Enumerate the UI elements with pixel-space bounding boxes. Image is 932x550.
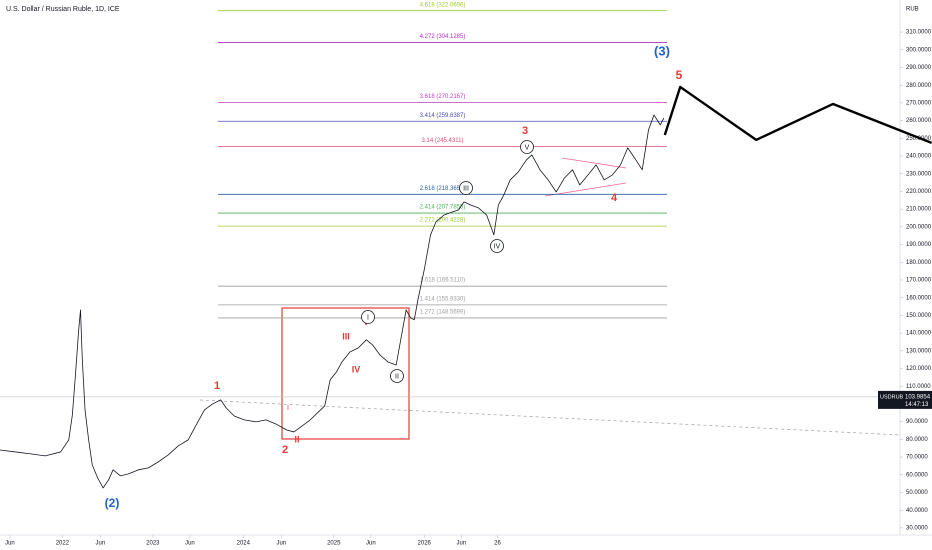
y-tick-label: 70.0000	[906, 455, 928, 461]
fib-level-label: 3.414 (259.6387)	[420, 113, 466, 119]
y-tick-label: 40.0000	[906, 508, 928, 514]
fib-level-label: 2.618 (218.3659)	[420, 186, 466, 192]
trend-line	[199, 399, 901, 436]
wave-circle	[361, 310, 375, 324]
y-tick-label: 190.0000	[906, 242, 932, 248]
wave-label: (3)	[654, 43, 670, 58]
x-tick-label: Jun	[185, 541, 195, 547]
fib-level-label: 2.414 (207.7855)	[420, 205, 466, 211]
y-tick-label: 220.0000	[906, 189, 932, 195]
y-tick-label: 140.0000	[906, 331, 932, 337]
circled-wave-label: V	[525, 144, 530, 151]
wave-label: 2	[282, 444, 288, 456]
x-tick-label: 2024	[237, 541, 251, 547]
y-tick-label: 260.0000	[906, 118, 932, 124]
fib-level-label: 3.14 (245.4311)	[422, 138, 464, 144]
projection-line	[663, 85, 932, 145]
highlight-box	[281, 307, 410, 440]
y-tick-label: 280.0000	[906, 83, 932, 89]
price-tag-countdown: 14:47:13	[905, 402, 929, 408]
fib-level-label: 1.272 (148.5699)	[420, 310, 466, 316]
currency-label: RUB	[906, 7, 919, 13]
x-tick-label: 26	[494, 541, 501, 547]
y-tick-label: 60.0000	[906, 472, 928, 478]
wave-label: 5	[676, 68, 683, 82]
y-tick-label: 50.0000	[906, 490, 928, 496]
x-tick-label: 2023	[146, 541, 160, 547]
x-tick-label: Jun	[276, 541, 286, 547]
x-tick-label: 2026	[418, 541, 432, 547]
y-tick-label: 130.0000	[906, 348, 932, 354]
y-tick-label: 290.0000	[906, 65, 932, 71]
x-tick-label: Jun	[96, 541, 106, 547]
x-tick-label: Jun	[456, 541, 466, 547]
fib-level-label: 4.618 (322.0696)	[420, 2, 466, 8]
wave-label: II	[294, 434, 299, 444]
x-tick-label: 2025	[327, 541, 341, 547]
triangle-line	[561, 157, 627, 169]
price-tag	[878, 390, 932, 409]
y-tick-label: 240.0000	[906, 154, 932, 160]
wave-label: 1	[214, 380, 220, 392]
x-tick-label: 2022	[56, 541, 70, 547]
wave-label: III	[342, 331, 350, 341]
y-tick-label: 90.0000	[906, 419, 928, 425]
fib-level-label: 4.272 (304.1285)	[420, 34, 466, 40]
y-tick-label: 200.0000	[906, 224, 932, 230]
circled-wave-label: III	[463, 185, 469, 192]
x-tick-label: Jun	[5, 541, 15, 547]
y-tick-label: 30.0000	[906, 525, 928, 531]
y-tick-label: 110.0000	[906, 384, 931, 390]
fib-level-label: 1.414 (155.9330)	[420, 296, 466, 302]
y-tick-label: 310.0000	[906, 30, 932, 36]
y-tick-label: 150.0000	[906, 313, 932, 319]
y-tick-label: 180.0000	[906, 260, 932, 266]
y-tick-label: 80.0000	[906, 437, 928, 443]
wave-label: 3	[522, 125, 528, 137]
wave-circle	[390, 369, 404, 383]
wave-circle	[490, 239, 504, 253]
y-tick-label: 270.0000	[906, 100, 932, 106]
fib-level-label: 2.272 (200.4228)	[420, 218, 466, 224]
circled-wave-label: IV	[494, 243, 501, 250]
price-tag-symbol: USDRUB	[880, 394, 904, 400]
wave-label: IV	[352, 364, 361, 374]
y-tick-label: 210.0000	[906, 207, 932, 213]
wave-label: I	[287, 405, 289, 412]
y-tick-label: 230.0000	[906, 171, 932, 177]
triangle-line	[544, 182, 627, 197]
wave-label: 4	[611, 192, 618, 204]
fib-level-label: 3.618 (270.2167)	[420, 94, 466, 100]
price-line	[0, 114, 665, 489]
chart-title: U.S. Dollar / Russian Ruble, 1D, ICE	[6, 6, 120, 13]
x-tick-label: Jun	[366, 541, 376, 547]
y-tick-label: 120.0000	[906, 366, 932, 372]
wave-label: (2)	[105, 496, 120, 510]
circled-wave-label: II	[395, 373, 399, 380]
circled-wave-label: I	[367, 314, 369, 321]
price-tag-value: 103.9854	[905, 394, 931, 400]
y-tick-label: 300.0000	[906, 47, 932, 53]
fib-level-label: 1.618 (166.5110)	[420, 278, 465, 284]
wave-circle	[520, 140, 534, 154]
y-tick-label: 160.0000	[906, 295, 932, 301]
wave-circle	[459, 181, 473, 195]
y-tick-label: 170.0000	[906, 278, 932, 284]
